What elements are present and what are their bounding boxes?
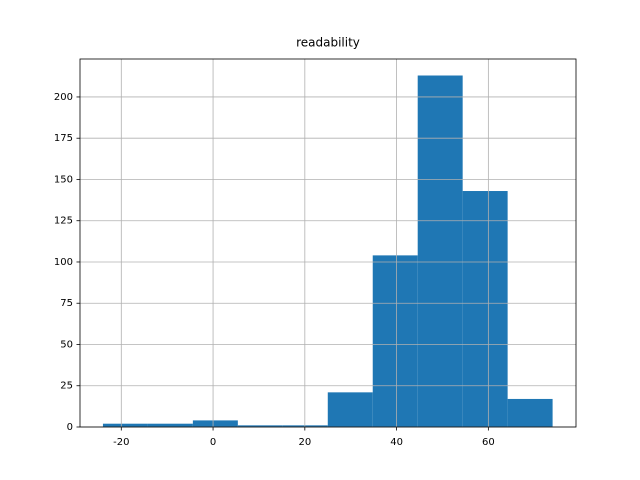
x-tick-label: -20 [113, 437, 129, 448]
bar [327, 392, 373, 427]
bar [102, 423, 148, 427]
bar [192, 420, 238, 427]
y-tick-label: 175 [54, 133, 73, 144]
y-tick-label: 50 [60, 339, 73, 350]
bar [147, 423, 193, 427]
y-tick-label: 200 [54, 92, 73, 103]
x-tick-label: 20 [298, 437, 311, 448]
y-tick-label: 125 [54, 216, 73, 227]
x-tick-label: 0 [210, 437, 216, 448]
y-tick-label: 0 [67, 422, 73, 433]
plot-frame [79, 58, 577, 428]
y-tick-label: 150 [54, 174, 73, 185]
bar [507, 398, 553, 427]
y-tick-label: 25 [60, 381, 73, 392]
y-tick-label: 75 [60, 298, 73, 309]
x-tick-label: 40 [390, 437, 403, 448]
chart-title: readability [296, 36, 360, 50]
bar [462, 191, 508, 427]
bar [237, 425, 283, 427]
bar [372, 255, 418, 427]
x-tick-label: 60 [482, 437, 495, 448]
y-tick-label: 100 [54, 257, 73, 268]
bar [417, 75, 463, 427]
bar [282, 425, 328, 427]
